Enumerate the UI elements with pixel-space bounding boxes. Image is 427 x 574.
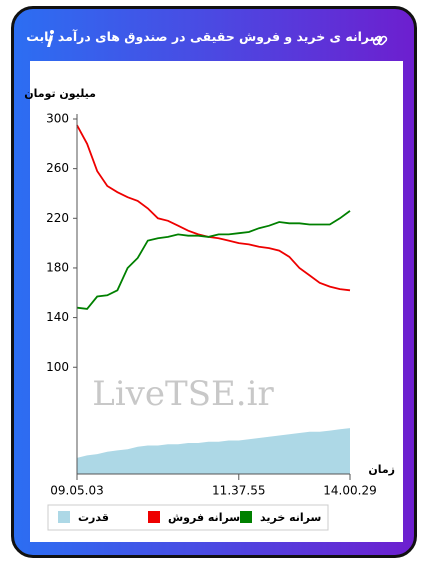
legend-swatch (58, 511, 70, 523)
legend-label: قدرت (78, 511, 109, 524)
y-tick-label: 180 (46, 260, 69, 274)
y-axis-label: میلیون تومان (24, 87, 96, 100)
x-tick-label: 09.05.03 (50, 484, 103, 498)
card-title: سرانه ی خرید و فروش حقیقی در صندوق های د… (26, 29, 382, 44)
y-tick-label: 300 (46, 112, 69, 126)
info-icon (47, 30, 54, 47)
y-tick-label: 220 (46, 211, 69, 225)
x-axis-label: زمان (368, 463, 395, 476)
x-tick-label: 14.00.29 (323, 484, 376, 498)
line (76, 210, 351, 310)
legend-label: سرانه خرید (260, 511, 321, 524)
legend-label: سرانه فروش (168, 511, 240, 524)
area (77, 428, 350, 474)
legend-swatch (240, 511, 252, 523)
legend-box (47, 504, 329, 531)
line (76, 124, 351, 292)
legend-swatch (148, 511, 160, 523)
y-tick-label: 260 (46, 161, 69, 175)
x-tick-label: 11.37.55 (212, 484, 265, 498)
y-tick-label: 140 (46, 310, 69, 324)
link-icon (372, 35, 388, 46)
watermark: LiveTSE.ir (92, 374, 274, 414)
y-tick-label: 100 (46, 360, 69, 374)
